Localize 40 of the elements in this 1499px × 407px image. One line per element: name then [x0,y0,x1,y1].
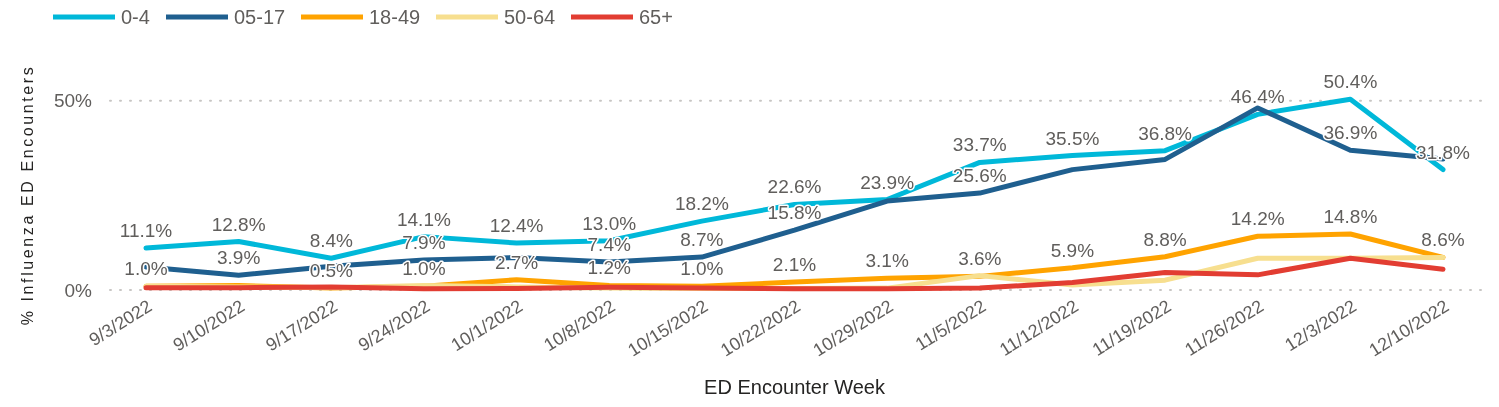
data-label: 14.8% [1323,205,1378,227]
data-label: 8.8% [1143,228,1187,250]
data-label: 3.9% [216,247,261,269]
data-label: 14.2% [1230,208,1285,230]
y-tick-label: 50% [53,90,93,112]
data-label: 8.7% [680,229,724,251]
data-label: 1.0% [680,258,724,280]
legend-label: 0-4 [121,6,150,28]
data-label: 22.6% [767,176,822,198]
data-label: 1.0% [402,258,446,280]
data-label: 14.1% [396,208,451,230]
data-label: 2.1% [772,254,817,276]
data-label: 46.4% [1230,86,1285,108]
data-label: 1.0% [124,258,168,280]
data-label: 8.6% [1421,229,1465,251]
data-label: 12.8% [211,213,266,235]
data-label: 1.2% [587,257,631,279]
data-label: 33.7% [952,134,1007,156]
y-axis-title: % Influenza ED Encounters [19,64,36,326]
data-label: 11.1% [119,219,173,241]
data-label: 50.4% [1323,71,1378,93]
legend-label: 65+ [639,6,673,28]
data-label: 35.5% [1045,127,1100,149]
data-label: 36.8% [1138,122,1193,144]
data-label: 15.8% [767,202,822,224]
y-tick-label: 0% [64,279,93,301]
data-label: 3.6% [958,248,1002,270]
legend-label: 18-49 [369,6,421,28]
data-label: 5.9% [1050,239,1095,261]
x-axis-title: ED Encounter Week [704,376,886,398]
legend-label: 05-17 [234,6,286,28]
data-label: 36.9% [1323,122,1378,144]
data-label: 18.2% [674,193,729,215]
data-label: 25.6% [952,165,1007,187]
data-label: 3.1% [865,250,909,272]
legend-label: 50-64 [504,6,556,28]
data-label: 12.4% [489,215,544,237]
data-label: 13.0% [582,212,637,234]
data-label: 8.4% [309,230,354,252]
data-label: 23.9% [860,171,915,193]
